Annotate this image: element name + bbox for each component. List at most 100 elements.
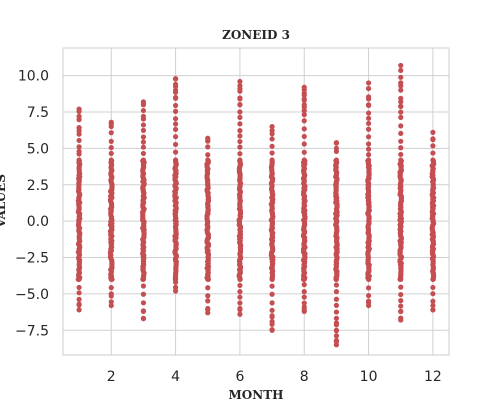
data-point: [301, 304, 307, 310]
data-point: [365, 285, 372, 291]
data-point: [237, 144, 243, 150]
data-point: [140, 107, 147, 114]
data-point: [76, 301, 82, 307]
data-point: [205, 310, 211, 316]
data-point: [140, 102, 147, 108]
data-point: [301, 96, 307, 102]
data-point: [237, 109, 243, 115]
data-point: [140, 308, 147, 314]
data-point: [398, 123, 404, 129]
data-point: [237, 151, 243, 157]
data-point: [172, 87, 179, 93]
y-tick-label: 2.5: [27, 178, 49, 194]
data-point: [365, 298, 372, 304]
data-point: [398, 74, 404, 80]
data-point: [108, 157, 114, 163]
data-point: [205, 305, 211, 312]
data-point: [140, 316, 147, 322]
data-point: [301, 141, 307, 147]
data-point: [365, 80, 372, 86]
data-point: [140, 291, 147, 297]
data-point: [237, 128, 243, 134]
data-point: [269, 313, 275, 319]
data-point: [365, 85, 372, 92]
x-tick-labels: 2 4 6 8 10 12: [107, 369, 442, 385]
data-point: [172, 157, 179, 163]
data-point: [76, 307, 82, 313]
data-point: [301, 149, 307, 155]
data-point: [301, 126, 307, 132]
data-point: [205, 285, 211, 291]
data-point: [108, 291, 114, 297]
data-point: [237, 133, 243, 139]
data-point: [172, 94, 179, 101]
data-point: [430, 298, 436, 304]
data-point: [205, 157, 211, 163]
data-point: [365, 141, 372, 147]
data-point: [172, 121, 179, 127]
data-point: [365, 96, 372, 102]
data-point: [333, 309, 340, 315]
data-point: [237, 157, 243, 163]
data-point: [333, 296, 340, 302]
y-tick-label: −5.0: [15, 287, 49, 303]
data-point: [398, 130, 404, 137]
data-point: [430, 291, 436, 297]
data-point: [172, 288, 179, 294]
data-point: [398, 138, 404, 144]
data-point: [365, 293, 372, 299]
data-point: [76, 276, 82, 282]
data-point: [76, 290, 82, 296]
data-point: [365, 110, 372, 116]
y-tick-label: 0.0: [27, 214, 49, 230]
data-point: [205, 152, 211, 158]
data-point: [398, 157, 404, 163]
data-point: [301, 308, 307, 314]
y-tick-labels: −7.5 −5.0 −2.5 0.0 2.5 5.0 7.5 10.0: [15, 69, 49, 340]
data-point: [365, 146, 372, 152]
data-point: [76, 113, 82, 119]
data-point: [76, 128, 82, 134]
data-point: [108, 302, 114, 309]
data-point: [108, 138, 114, 144]
data-point: [398, 276, 404, 282]
y-tick-label: 7.5: [27, 105, 49, 121]
data-point: [398, 317, 404, 323]
data-point: [76, 296, 82, 302]
data-point: [108, 130, 114, 136]
data-point: [205, 144, 211, 150]
data-point: [365, 302, 372, 309]
data-point: [237, 300, 243, 306]
data-point: [333, 276, 340, 282]
data-point: [269, 318, 275, 325]
data-point: [365, 126, 372, 132]
data-point: [172, 81, 179, 87]
chart-title: ZONEID 3: [222, 28, 290, 42]
data-point: [269, 123, 275, 130]
data-point: [398, 151, 404, 158]
data-point: [205, 138, 211, 144]
data-point: [301, 90, 307, 96]
data-point: [430, 302, 436, 309]
data-point: [398, 99, 404, 105]
x-tick-label: 10: [360, 369, 378, 385]
data-point: [237, 121, 243, 127]
data-point: [301, 118, 307, 124]
data-point: [269, 136, 275, 142]
data-point: [365, 120, 372, 127]
data-point: [269, 327, 275, 333]
data-point: [430, 150, 436, 156]
y-tick-label: −2.5: [15, 251, 49, 267]
data-point: [76, 148, 82, 154]
data-point: [301, 289, 307, 295]
data-point: [398, 103, 404, 109]
data-point: [140, 150, 147, 157]
data-point: [430, 307, 436, 313]
data-point: [140, 122, 147, 128]
data-point: [398, 298, 404, 304]
data-point: [140, 157, 147, 163]
data-point: [301, 282, 307, 288]
data-point: [333, 320, 340, 326]
y-axis-title: VALUES: [0, 174, 8, 229]
data-point: [237, 96, 243, 102]
